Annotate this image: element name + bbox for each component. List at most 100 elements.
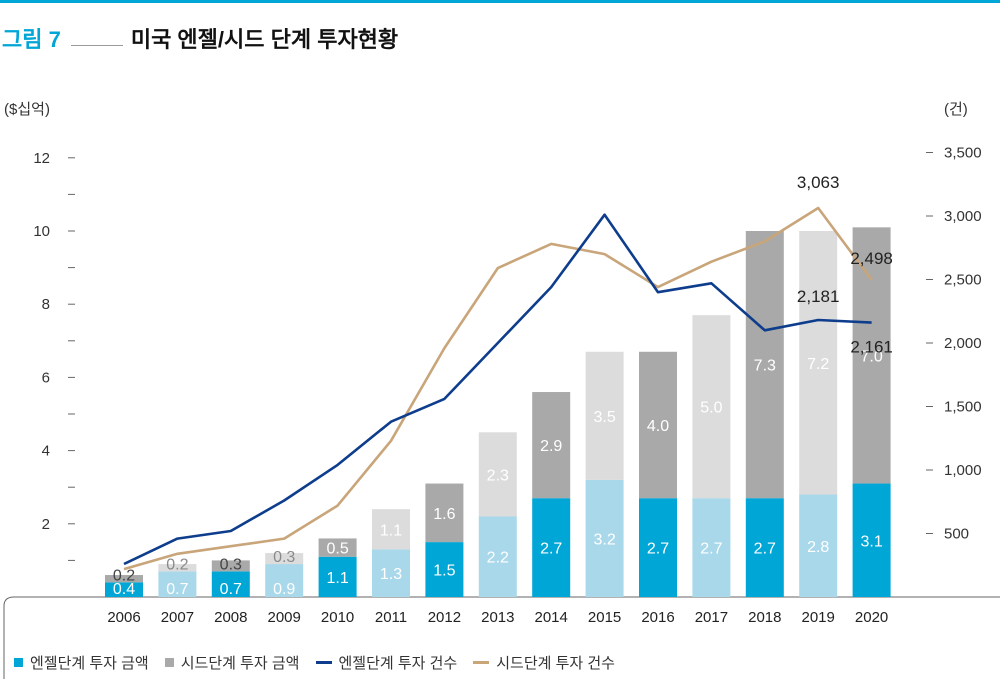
bar-angel-amount [478,516,517,597]
y2-tick-label: 3,500 [944,145,982,162]
bar-angel-amount [318,556,357,597]
legend-label-seed-amount: 시드단계 투자 금액 [180,655,300,672]
y-tick-label: 4 [42,443,50,460]
legend-item-seed-count: 시드단계 투자 건수 [473,652,615,673]
bar-angel-amount [372,549,410,597]
bar-seed-amount [211,560,250,572]
x-tick-label: 2018 [748,609,781,626]
x-tick-label: 2014 [535,609,568,626]
bar-angel-amount [639,498,677,597]
x-tick-label: 2009 [268,609,301,626]
y2-axis-label: (건) [944,101,968,118]
bar-angel-amount [585,479,624,597]
bar-angel-amount [745,498,784,597]
bar-seed-amount [425,483,464,543]
figure-label-rule [70,31,123,46]
legend-label-angel-amount: 엔젤단계 투자 금액 [30,655,149,672]
bar-angel-amount [532,498,571,597]
bar-label-angel-amount: 2.8 [807,539,829,556]
bar-seed-amount [318,538,357,557]
top-accent-rule [0,0,1000,3]
bar-label-seed-amount: 2.3 [487,467,509,484]
bar-angel-amount [852,483,891,597]
bar-label-seed-amount: 0.2 [166,556,188,573]
bar-angel-amount [211,571,250,597]
legend-swatch-angel-amount [14,658,23,667]
legend: 엔젤단계 투자 금액 시드단계 투자 금액 엔젤단계 투자 건수 시드단계 투자… [14,652,631,673]
line-annotation: 2,498 [850,249,893,268]
x-tick-label: 2017 [695,609,728,626]
x-tick-label: 2019 [802,609,835,626]
bar-label-angel-amount: 1.5 [433,563,455,580]
legend-swatch-angel-count [315,661,332,664]
y-tick-label: 2 [42,516,50,533]
bar-label-seed-amount: 7.0 [860,348,882,365]
bar-label-seed-amount: 7.2 [807,356,829,373]
bar-label-seed-amount: 3.5 [593,409,615,426]
bar-label-angel-amount: 0.7 [220,581,242,598]
line-annotation: 2,161 [850,338,893,357]
bar-angel-amount [799,494,838,597]
figure-header: 그림 7 미국 엔젤/시드 단계 투자현황 [2,22,398,54]
x-tick-label: 2012 [428,609,461,626]
bar-seed-amount [639,351,677,499]
bar-seed-amount [799,231,838,495]
bar-label-seed-amount: 0.3 [220,556,242,573]
x-tick-label: 2010 [321,609,354,626]
bar-seed-amount [532,392,571,499]
x-tick-label: 2015 [588,609,621,626]
bar-label-angel-amount: 2.2 [487,550,509,567]
y-tick-label: 12 [33,150,50,167]
y2-tick-label: 500 [944,526,969,543]
legend-label-seed-count: 시드단계 투자 건수 [496,655,615,672]
bar-seed-amount [692,315,731,499]
y-axis-label: ($십억) [4,101,50,118]
bar-angel-amount [158,571,197,597]
bar-label-angel-amount: 0.7 [166,581,188,598]
line-annotation: 3,063 [797,173,840,192]
bar-label-seed-amount: 2.9 [540,438,562,455]
line-angel-count [123,213,872,566]
y2-tick-label: 3,000 [944,208,982,225]
bar-label-angel-amount: 1.1 [326,570,348,587]
chart-title: 미국 엔젤/시드 단계 투자현황 [130,27,399,52]
bar-angel-amount [265,564,304,597]
legend-item-angel-count: 엔젤단계 투자 건수 [315,652,458,673]
bar-label-angel-amount: 1.3 [380,566,402,583]
bar-seed-amount [852,227,891,484]
x-tick-label: 2011 [375,609,407,626]
y-tick-label: 8 [42,296,50,313]
y2-tick-label: 2,000 [944,335,982,352]
bar-label-angel-amount: 3.1 [860,533,882,550]
bar-seed-amount [158,564,197,572]
x-tick-label: 2020 [855,609,888,626]
x-tick-label: 2006 [107,609,140,626]
line-annotation: 2,181 [797,287,840,306]
bar-label-angel-amount: 2.7 [647,541,669,558]
legend-swatch-seed-amount [164,658,174,667]
y2-tick-label: 1,000 [944,462,982,479]
bar-label-seed-amount: 7.3 [754,358,776,375]
x-tick-label: 2013 [481,609,514,626]
bar-angel-amount [692,498,731,597]
bar-seed-amount [265,553,304,565]
legend-label-angel-count: 엔젤단계 투자 건수 [338,655,458,672]
legend-item-seed-amount: 시드단계 투자 금액 [164,652,300,673]
bar-seed-amount [745,231,784,499]
y-tick-label: 6 [42,369,50,386]
bar-angel-amount [105,582,143,597]
figure-label: 그림 7 [2,27,61,52]
y-tick-label: 10 [33,223,50,240]
bar-seed-amount [585,351,624,480]
bar-label-seed-amount: 0.5 [326,541,348,558]
bar-label-angel-amount: 2.7 [540,541,562,558]
line-seed-count [123,206,873,571]
y2-tick-label: 1,500 [944,399,982,416]
bar-label-seed-amount: 5.0 [700,400,722,417]
bar-label-seed-amount: 4.0 [647,418,669,435]
x-tick-label: 2007 [161,609,194,626]
bar-seed-amount [105,575,143,583]
bar-label-seed-amount: 0.2 [113,567,135,584]
bar-label-angel-amount: 0.9 [273,581,295,598]
